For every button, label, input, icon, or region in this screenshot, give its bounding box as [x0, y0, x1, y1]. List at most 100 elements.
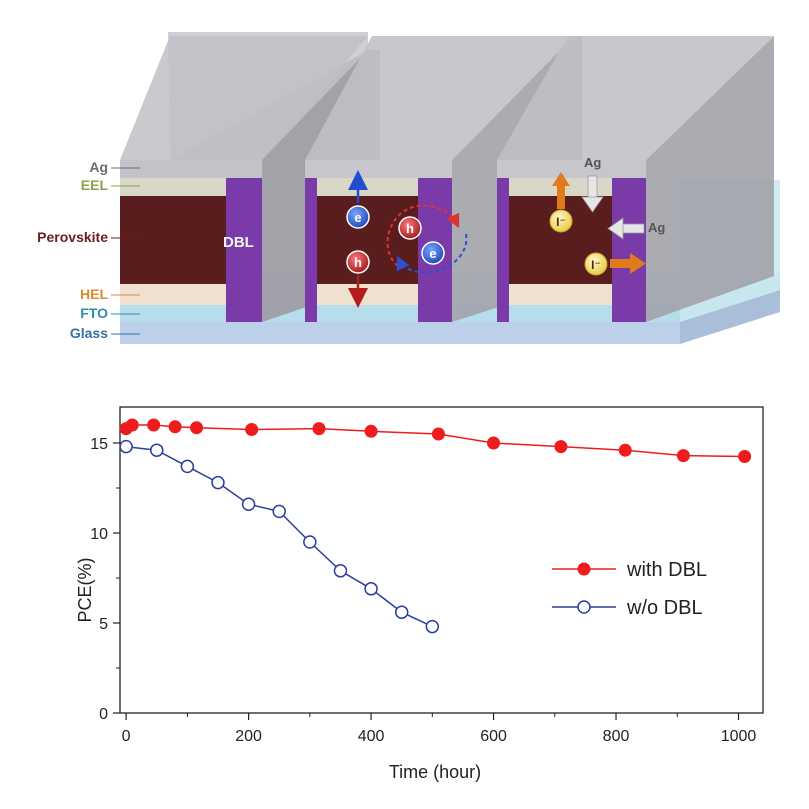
ag-label-side: Ag [648, 220, 665, 235]
legend-marker-wo-dbl [577, 600, 591, 614]
y-tick-label: 15 [90, 436, 108, 453]
layer-labels: Ag EEL Perovskite HEL FTO Glass [37, 159, 140, 341]
layer-label-ag: Ag [89, 159, 108, 175]
recombination-loop-red [386, 204, 460, 267]
y-tick-label: 5 [99, 616, 108, 633]
data-point-with-dbl [245, 423, 259, 436]
glass-slab-front [120, 322, 680, 344]
data-point-with-dbl [554, 440, 568, 454]
iodide-icon-2 [584, 252, 608, 276]
electron-symbol: e [354, 210, 361, 225]
ag-left-arrow-head [607, 217, 624, 240]
data-point-with-dbl [431, 427, 445, 441]
data-point-with-dbl [618, 443, 632, 457]
data-point-w-o-dbl [333, 564, 348, 578]
hole-symbol-crossing: h [406, 221, 414, 236]
layer-label-eel: EEL [81, 177, 109, 193]
data-point-with-dbl [676, 449, 690, 463]
x-tick-label: 800 [603, 728, 630, 745]
migration-module-3: I⁻ Ag Ag I⁻ [549, 155, 665, 276]
x-tick-label: 1000 [721, 728, 757, 745]
hel-layer-2 [305, 284, 420, 305]
legend-marker-with-dbl [577, 562, 591, 576]
data-point-w-o-dbl [211, 475, 225, 490]
data-point-with-dbl [125, 418, 139, 432]
ag-down-arrow-shaft [587, 175, 598, 199]
cover-body-1 [120, 36, 368, 160]
data-point-with-dbl [147, 418, 161, 432]
data-point-with-dbl [487, 436, 501, 450]
dbl-layer-3a [497, 178, 509, 322]
x-tick-label: 600 [480, 728, 507, 745]
electron-symbol-crossing: e [429, 246, 436, 261]
x-axis-ticks: 0 200 400 600 800 1000 [122, 713, 757, 745]
ag-top-3 [497, 160, 646, 178]
glass-slab-side [680, 290, 780, 344]
electron-icon [346, 205, 370, 229]
x-axis-title: Time (hour) [389, 762, 481, 782]
iodide-icon [549, 209, 573, 233]
device-diagram: DBL e [37, 32, 780, 344]
eel-layer-2 [305, 178, 420, 196]
iodide-right-arrow-head [630, 253, 646, 274]
plot-frame [119, 406, 764, 714]
data-point-w-o-dbl [149, 443, 164, 457]
dbl-layer-2a [305, 178, 317, 322]
device-module-3 [497, 36, 774, 322]
data-point-w-o-dbl [272, 504, 286, 519]
cover-body-3 [497, 36, 774, 160]
y-tick-label: 10 [90, 526, 108, 543]
dbl-label: DBL [223, 234, 254, 251]
iodide-right-arrow-shaft [610, 259, 632, 268]
series-w-o-dbl [119, 439, 440, 634]
ag-top-2 [305, 160, 452, 178]
hel-layer-1 [120, 284, 230, 305]
iodide-up-arrow-head [552, 172, 570, 186]
carriers-module-2: e h h e [346, 170, 468, 308]
x-tick-label: 200 [235, 728, 262, 745]
series-line-w-o-dbl [126, 445, 433, 628]
electron-icon-crossing [421, 241, 445, 265]
cover-face-1 [120, 160, 262, 178]
layer-label-fto: FTO [80, 305, 108, 321]
recombination-loop-blue [396, 233, 468, 274]
y-axis-ticks: 0 5 10 15 [90, 436, 120, 723]
ag-left-arrow-shaft [621, 223, 645, 234]
data-point-w-o-dbl [394, 605, 409, 619]
data-point-with-dbl [738, 450, 752, 463]
iodide-symbol-2: I⁻ [591, 258, 601, 272]
iodide-symbol: I⁻ [556, 215, 566, 229]
data-point-with-dbl [190, 421, 204, 435]
data-point-w-o-dbl [241, 497, 256, 511]
data-point-w-o-dbl [425, 619, 440, 634]
hole-icon [346, 250, 370, 274]
data-point-w-o-dbl [119, 439, 133, 454]
x-tick-label: 0 [122, 728, 131, 745]
data-point-w-o-dbl [303, 535, 317, 549]
dbl-layer-3b [612, 178, 646, 322]
perovskite-layer-1 [120, 196, 230, 284]
ag-label-top: Ag [584, 155, 601, 170]
legend: with DBL w/o DBL [552, 559, 707, 619]
y-axis-title: PCE(%) [75, 557, 95, 622]
hel-layer-3 [497, 284, 617, 305]
series-with-dbl [119, 418, 752, 463]
iodide-up-arrow-shaft [557, 185, 565, 209]
series-layer [119, 418, 752, 634]
y-tick-label: 0 [99, 706, 108, 723]
hole-symbol: h [354, 255, 362, 270]
eel-layer-1 [120, 178, 230, 196]
cover-side-3 [646, 36, 774, 322]
data-point-with-dbl [364, 424, 378, 438]
data-point-w-o-dbl [180, 459, 195, 474]
dbl-layer-1 [226, 178, 262, 322]
data-point-with-dbl [312, 422, 326, 436]
fto-layer [120, 305, 680, 322]
data-point-w-o-dbl [364, 582, 378, 596]
pce-chart: 0 200 400 600 800 1000 0 5 10 15 Time (hour) PCE… [75, 406, 764, 782]
ag-down-arrow-head [581, 196, 604, 213]
hole-icon-crossing [398, 216, 422, 240]
legend-label-with-dbl: with DBL [626, 559, 707, 581]
layer-label-glass: Glass [70, 325, 108, 341]
